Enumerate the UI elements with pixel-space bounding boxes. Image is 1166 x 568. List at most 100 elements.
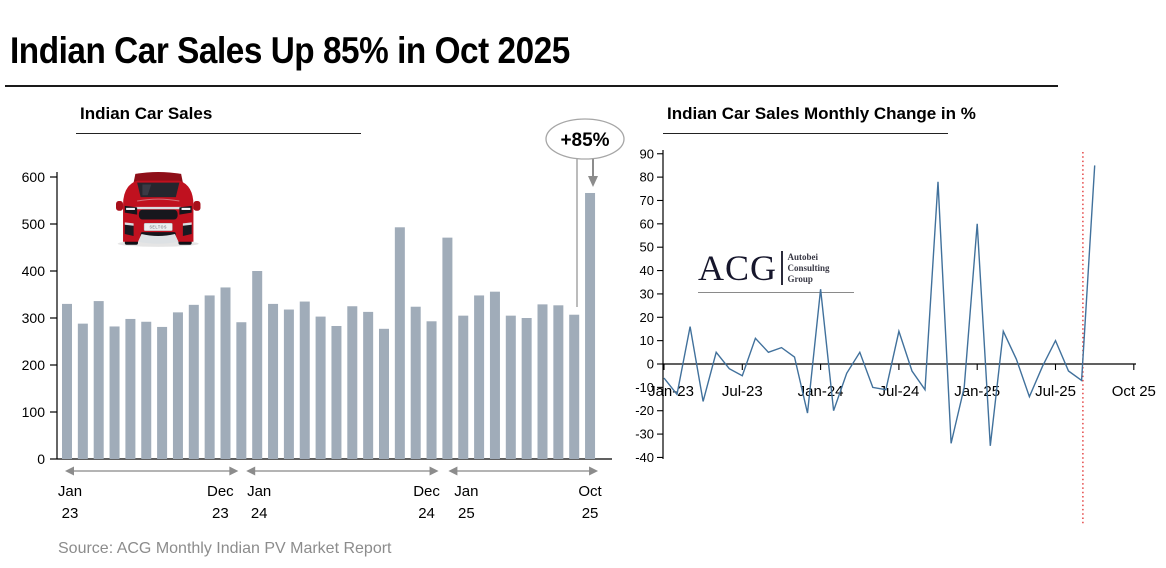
svg-text:500: 500 [22, 216, 46, 232]
svg-text:0: 0 [647, 357, 654, 372]
bar-Jun-25 [521, 318, 532, 459]
bar-Jan-25 [442, 237, 453, 459]
bar-Apr-23 [109, 326, 120, 459]
svg-text:200: 200 [22, 357, 46, 373]
acg-logo-line-2: Consulting [787, 262, 830, 273]
svg-text:70: 70 [640, 193, 654, 208]
bar-chart-title-underline [76, 133, 361, 134]
svg-text:Jan-25: Jan-25 [954, 383, 1000, 400]
title-divider [5, 85, 1058, 87]
svg-text:Jan: Jan [454, 483, 478, 500]
svg-text:23: 23 [62, 505, 79, 522]
svg-text:60: 60 [640, 216, 654, 231]
bar-Aug-25 [553, 305, 564, 459]
range-arrows [65, 466, 599, 476]
bar-Sep-23 [188, 304, 199, 459]
svg-text:-30: -30 [635, 427, 654, 442]
bar-Jul-23 [157, 326, 168, 459]
bar-Nov-23 [220, 287, 231, 459]
line-chart-title: Indian Car Sales Monthly Change in % [667, 104, 976, 123]
bar-Apr-25 [489, 291, 500, 459]
svg-text:Dec: Dec [413, 483, 440, 500]
bar-Oct-24 [394, 227, 405, 459]
svg-text:400: 400 [22, 263, 46, 279]
svg-text:Oct: Oct [578, 483, 602, 500]
acg-logo-line-3: Group [787, 273, 813, 284]
bar-Nov-24 [410, 306, 421, 459]
bar-Sep-25 [569, 314, 580, 459]
bar-Feb-25 [458, 315, 469, 459]
svg-text:23: 23 [212, 505, 229, 522]
svg-text:Oct 25: Oct 25 [1112, 383, 1156, 400]
acg-logo-acronym: ACG [698, 248, 778, 288]
sales-bar-chart: 0100200300400500600Jan23Dec23Jan24Dec24J… [22, 118, 625, 522]
bar-Mar-25 [474, 295, 485, 459]
bar-x-labels: Jan 23 Dec 23 Jan 24 Dec 24 Jan 25 Oct 25 [58, 483, 603, 522]
source-note: Source: ACG Monthly Indian PV Market Rep… [58, 540, 392, 557]
svg-text:25: 25 [582, 505, 599, 522]
svg-text:Jul-24: Jul-24 [878, 383, 919, 400]
bar-Jun-24 [331, 325, 342, 459]
bar-May-25 [505, 315, 516, 459]
svg-text:300: 300 [22, 310, 46, 326]
bar-Sep-24 [379, 328, 389, 459]
bar-Jan-23 [62, 303, 72, 459]
svg-text:20: 20 [640, 310, 654, 325]
bar-Feb-23 [77, 323, 88, 459]
acg-logo-underline [698, 292, 854, 293]
bar-chart-title: Indian Car Sales [80, 104, 213, 123]
bar-series [62, 192, 596, 460]
svg-text:24: 24 [418, 505, 435, 522]
svg-text:10: 10 [640, 333, 654, 348]
line-chart-title-underline [663, 133, 948, 134]
bar-Aug-24 [363, 311, 374, 459]
svg-text:Jul-25: Jul-25 [1035, 383, 1076, 400]
bar-Mar-24 [283, 309, 294, 459]
svg-text:+85%: +85% [560, 130, 609, 151]
bar-May-23 [125, 318, 136, 459]
svg-text:Dec: Dec [207, 483, 234, 500]
bar-Jun-23 [141, 321, 152, 459]
svg-text:Jan: Jan [247, 483, 271, 500]
svg-text:-10: -10 [635, 380, 654, 395]
svg-text:Jan: Jan [58, 483, 82, 500]
svg-text:600: 600 [22, 169, 46, 185]
acg-logo-division: Autobei Consulting Group [788, 252, 830, 285]
car-image: SELTOS [116, 171, 201, 247]
bar-Oct-23 [204, 295, 215, 459]
bar-Apr-24 [299, 301, 310, 459]
svg-text:SELTOS: SELTOS [149, 224, 167, 229]
svg-text:-20: -20 [635, 403, 654, 418]
bar-Dec-24 [426, 321, 437, 459]
monthly-change-line-chart: -40 -30 -20 -10 0 10 20 30 40 50 60 70 80 90 Jan-23 Jul… [635, 146, 1156, 526]
bar-Oct-25 [585, 192, 596, 460]
svg-text:24: 24 [251, 505, 268, 522]
monthly-change-line [663, 165, 1096, 446]
svg-text:90: 90 [640, 146, 654, 161]
svg-text:100: 100 [22, 404, 46, 420]
svg-text:Jan-23: Jan-23 [648, 383, 694, 400]
page-title: Indian Car Sales Up 85% in Oct 2025 [10, 29, 570, 71]
callout-85pct: +85% [545, 118, 625, 307]
bar-Aug-23 [172, 312, 183, 459]
bar-May-24 [315, 316, 326, 459]
svg-text:0: 0 [37, 451, 45, 467]
svg-text:40: 40 [640, 263, 654, 278]
acg-logo: ACG Autobei Consulting Group [698, 250, 830, 286]
bar-Mar-23 [93, 301, 104, 459]
line-axes: -40 -30 -20 -10 0 10 20 30 40 50 60 70 80 90 Jan-23 Jul… [635, 146, 1156, 465]
bar-Feb-24 [268, 303, 279, 459]
bar-Dec-23 [236, 322, 247, 459]
bar-Jul-25 [537, 304, 548, 459]
acg-logo-line-1: Autobei [787, 251, 819, 262]
svg-text:25: 25 [458, 505, 475, 522]
bar-axes: 0 100 200 300 400 500 600 [22, 169, 612, 467]
svg-text:30: 30 [640, 286, 654, 301]
svg-text:Jul-23: Jul-23 [722, 383, 763, 400]
bar-Jan-24 [252, 271, 263, 459]
acg-logo-divider [781, 251, 783, 285]
svg-text:-40: -40 [635, 450, 654, 465]
svg-text:50: 50 [640, 240, 654, 255]
bar-Jul-24 [347, 306, 358, 459]
